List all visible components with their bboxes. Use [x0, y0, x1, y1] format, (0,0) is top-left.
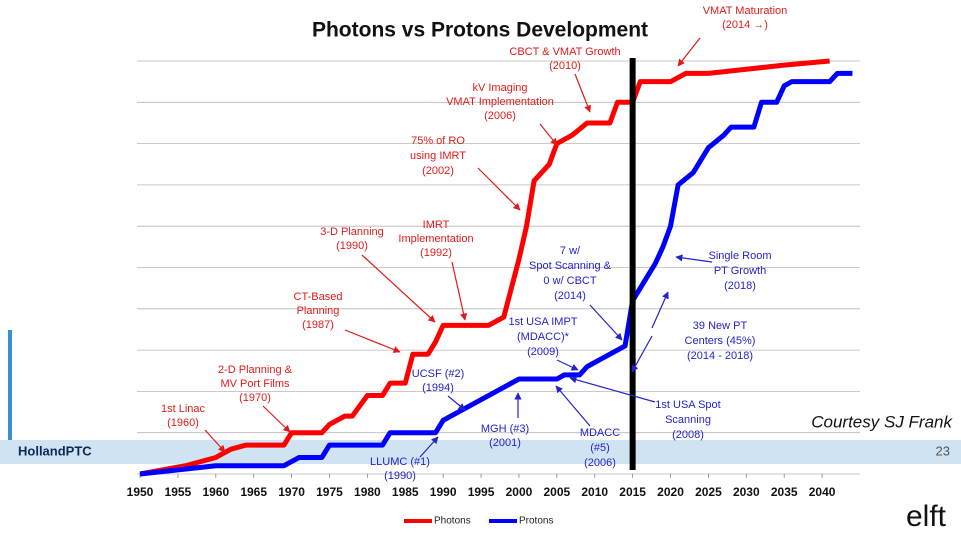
x-tick-label: 1965: [240, 485, 267, 499]
annotation-text: IMRT: [423, 219, 450, 231]
annotation-text: (2010): [549, 60, 581, 72]
footer-text: HollandPTC: [18, 443, 92, 458]
x-tick-label: 2005: [543, 485, 570, 499]
plot: 1950 1955 1960 1965 1970 1975 1980 1985 1990 1995…: [127, 5, 860, 527]
annotation-arrow: [539, 123, 558, 146]
annotation-arrow: [651, 291, 669, 329]
chart-title: Photons vs Protons Development: [312, 19, 648, 42]
annotation-text: kV Imaging: [472, 82, 527, 94]
annotation-text: (2014): [554, 290, 586, 302]
annotation-text: (1990): [336, 240, 368, 252]
annotation-text: 0 w/ CBCT: [543, 275, 596, 287]
annotation-text: MDACC: [580, 427, 620, 439]
annotation-text: 2-D Planning &: [218, 364, 293, 376]
annotation-text: VMAT Maturation: [703, 5, 788, 17]
footer-band: [0, 440, 961, 464]
annotation-text: MGH (#3): [481, 423, 529, 435]
annotation-text: (MDACC)*: [517, 331, 570, 343]
annotation-text: MV Port Films: [220, 378, 290, 390]
annotation-arrow: [677, 37, 701, 67]
annotation-text: (2001): [489, 437, 521, 449]
annotation-text: 1st USA Spot: [655, 399, 720, 411]
annotation-text: 7 w/: [560, 245, 581, 257]
x-tick-label: 1970: [278, 485, 305, 499]
x-tick-label: 2030: [733, 485, 760, 499]
annotation-text: (2014 - 2018): [687, 350, 753, 362]
annotation-arrow: [569, 376, 656, 403]
annotation-text: Implementation: [398, 233, 473, 245]
x-tick-label: 1995: [468, 485, 495, 499]
series-line: [139, 58, 830, 477]
legend-label: Photons: [434, 516, 471, 527]
credit: Courtesy SJ Frank: [811, 412, 953, 431]
annotation-text: (1990): [384, 470, 416, 482]
annotation-text: UCSF (#2): [412, 368, 465, 380]
annotation-text: (2009): [527, 346, 559, 358]
x-tick-label: 2025: [695, 485, 722, 499]
page-number: 23: [936, 443, 950, 458]
annotation-arrow: [589, 304, 623, 341]
x-tick-label: 2010: [581, 485, 608, 499]
annotation-text: (1960): [167, 417, 199, 429]
logo-text: elft: [906, 500, 947, 533]
annotation-text: using IMRT: [410, 150, 466, 162]
annotation-text: (2018): [724, 280, 756, 292]
annotation-text: 1st USA IMPT: [508, 316, 577, 328]
annotation-text: (1987): [302, 319, 334, 331]
annotation-text: Scanning: [665, 414, 711, 426]
annotation-text: Planning: [297, 305, 340, 317]
annotation-text: 3-D Planning: [320, 226, 384, 238]
annotation-text: 1st Linac: [161, 403, 206, 415]
annotation-text: Single Room: [709, 250, 772, 262]
annotation-arrow: [447, 395, 466, 411]
series-line: [139, 70, 853, 477]
x-tick-label: 2015: [619, 485, 646, 499]
annotation-arrow: [555, 385, 591, 427]
x-tick-label: 1950: [127, 485, 154, 499]
x-tick-label: 1960: [202, 485, 229, 499]
annotation-text: (2006): [584, 457, 616, 469]
annotation-text: (2006): [484, 110, 516, 122]
x-tick-label: 2020: [657, 485, 684, 499]
annotation-text: (2002): [422, 165, 454, 177]
annotation-text: (1992): [420, 247, 452, 259]
annotation-text: LLUMC (#1): [370, 456, 430, 468]
annotation-text: (2014 →): [722, 19, 768, 31]
annotation-text: (1994): [422, 382, 454, 394]
annotation-arrow: [262, 405, 291, 433]
annotation-text: PT Growth: [714, 265, 766, 277]
annotation-arrow: [556, 359, 579, 371]
annotation-text: Centers (45%): [685, 335, 756, 347]
accent-bar: [8, 330, 12, 440]
annotation-text: (2008): [672, 429, 704, 441]
annotation-text: (1970): [239, 392, 271, 404]
annotation-text: CBCT & VMAT Growth: [509, 46, 620, 58]
x-tick-label: 2035: [771, 485, 798, 499]
x-tick-label: 1980: [354, 485, 381, 499]
annotation-arrow: [477, 167, 521, 211]
annotation-arrow: [419, 436, 439, 458]
annotation-arrow: [631, 335, 653, 373]
annotation-text: CT-Based: [294, 291, 343, 303]
annotation-text: (#5): [590, 442, 610, 454]
annotation-arrow: [361, 254, 436, 323]
annotation-text: 75% of RO: [411, 135, 465, 147]
annotation-arrow: [344, 329, 401, 353]
x-tick-label: 2040: [809, 485, 836, 499]
annotation-text: 39 New PT: [693, 320, 748, 332]
annotation-arrow: [204, 429, 226, 453]
legend-label: Protons: [519, 516, 553, 527]
annotation-arrow: [451, 261, 468, 321]
x-tick-label: 1955: [165, 485, 192, 499]
annotation-arrow: [675, 254, 713, 263]
x-tick-label: 1975: [316, 485, 343, 499]
annotation-text: VMAT Implementation: [446, 96, 554, 108]
annotation-text: Spot Scanning &: [529, 260, 612, 272]
x-tick-label: 1990: [430, 485, 457, 499]
x-tick-label: 2000: [506, 485, 533, 499]
x-tick-label: 1985: [392, 485, 419, 499]
annotation-arrow: [574, 73, 591, 113]
